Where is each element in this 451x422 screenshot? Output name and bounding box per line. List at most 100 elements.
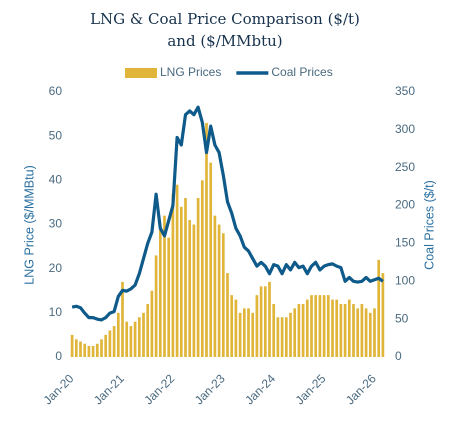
- bar: [142, 312, 145, 357]
- bar: [104, 334, 108, 357]
- bar: [272, 304, 276, 357]
- bar: [87, 345, 91, 357]
- bar: [339, 304, 343, 357]
- bar: [100, 339, 103, 357]
- bar: [230, 295, 234, 357]
- bar: [247, 308, 250, 357]
- legend-label: LNG Prices: [160, 65, 221, 79]
- legend-label: Coal Prices: [271, 65, 332, 79]
- bar: [234, 299, 238, 357]
- bar: [116, 312, 120, 357]
- bar: [171, 193, 175, 357]
- chart-title: LNG & Coal Price Comparison ($/t) and ($…: [90, 10, 360, 50]
- x-tick-label: Jan-21: [91, 371, 127, 407]
- bar: [373, 308, 376, 357]
- bar: [301, 304, 305, 357]
- bar: [360, 304, 364, 357]
- bar: [226, 273, 229, 357]
- y-tick-label: 10: [49, 305, 63, 319]
- x-tick-label: Jan-25: [293, 371, 329, 407]
- bar: [163, 215, 166, 357]
- y2-tick-label: 300: [395, 122, 415, 136]
- bar: [364, 308, 368, 357]
- bar: [196, 198, 200, 357]
- bar: [284, 317, 288, 357]
- bar: [83, 343, 87, 357]
- y-tick-label: 40: [49, 173, 63, 187]
- bar: [310, 295, 313, 357]
- bar: [259, 286, 263, 357]
- y-tick-label: 60: [49, 84, 63, 98]
- y2-tick-label: 50: [395, 311, 409, 325]
- bar: [268, 281, 271, 357]
- bar: [293, 308, 297, 357]
- bar: [133, 321, 137, 357]
- bar: [314, 295, 318, 357]
- bar: [263, 286, 267, 357]
- bar: [335, 299, 339, 357]
- y-tick-label: 50: [49, 128, 63, 142]
- legend-swatch: [125, 68, 157, 78]
- y-tick-label: 30: [49, 217, 63, 231]
- y2-tick-label: 100: [395, 273, 415, 287]
- line: [71, 105, 384, 322]
- y-tick-label: 20: [49, 261, 63, 275]
- bar: [343, 304, 347, 357]
- bar: [108, 330, 112, 357]
- bar: [125, 321, 129, 357]
- y2-tick-label: 150: [395, 236, 415, 250]
- bar: [154, 255, 158, 357]
- bar: [179, 206, 183, 357]
- bar: [238, 312, 242, 357]
- bar: [137, 317, 141, 357]
- bar: [74, 339, 78, 357]
- bar: [251, 312, 255, 357]
- bar: [205, 122, 208, 358]
- y2-tick-label: 350: [395, 84, 415, 98]
- x-tick-label: Jan-20: [41, 371, 77, 407]
- bar: [184, 198, 187, 357]
- bar: [146, 304, 150, 357]
- y-axis-title: LNG Price ($/MMBtu): [22, 165, 36, 284]
- bar: [150, 290, 154, 357]
- bar: [356, 308, 360, 357]
- bar: [297, 304, 301, 357]
- bar: [209, 162, 213, 357]
- bar: [79, 341, 82, 357]
- bar: [331, 299, 334, 357]
- bar: [200, 180, 204, 357]
- y2-tick-label: 200: [395, 198, 415, 212]
- bar: [167, 237, 171, 357]
- bar: [158, 228, 162, 357]
- bar: [368, 312, 372, 357]
- bar: [242, 308, 246, 357]
- bar: [276, 317, 280, 357]
- bar: [322, 295, 326, 357]
- bar: [217, 224, 221, 357]
- bar: [213, 215, 217, 357]
- bar: [70, 334, 74, 357]
- bar: [192, 224, 196, 357]
- bar: [129, 326, 133, 357]
- bar: [121, 281, 124, 357]
- bar: [377, 259, 381, 357]
- x-tick-label: Jan-23: [192, 371, 228, 407]
- bar: [318, 295, 322, 357]
- bar: [347, 299, 351, 357]
- x-tick-label: Jan-24: [242, 371, 278, 407]
- bar: [381, 273, 385, 357]
- bar: [305, 299, 309, 357]
- bar: [95, 343, 99, 357]
- bar: [255, 295, 259, 357]
- bar: [91, 345, 95, 357]
- y-tick-label: 0: [55, 349, 62, 363]
- x-tick-label: Jan-22: [141, 371, 177, 407]
- x-tick-label: Jan-26: [343, 371, 379, 407]
- bar: [352, 304, 355, 357]
- y2-axis-title: Coal Prices ($/t): [422, 180, 436, 270]
- bar: [280, 317, 284, 357]
- y2-tick-label: 0: [395, 349, 402, 363]
- bar: [112, 326, 116, 357]
